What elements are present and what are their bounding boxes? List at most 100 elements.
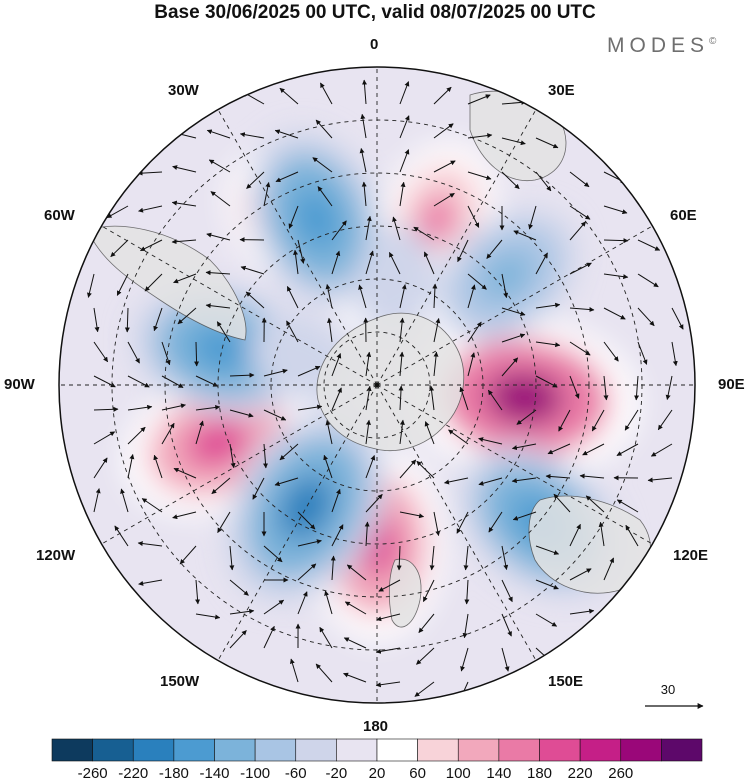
wind-vector	[172, 165, 197, 173]
wind-vector	[423, 251, 435, 275]
colorbar-tick-label: -180	[159, 765, 189, 782]
wind-vector	[545, 473, 571, 479]
wind-vector	[263, 181, 271, 207]
lon-label-30w: 30W	[168, 82, 199, 99]
wind-vector	[433, 192, 455, 207]
wind-vector	[114, 525, 129, 547]
wind-vector	[478, 437, 503, 445]
wind-vector	[240, 265, 265, 275]
wind-vector	[229, 545, 235, 571]
colorbar-tick-label: -60	[285, 765, 307, 782]
wind-vector	[144, 273, 163, 292]
wind-vector	[93, 341, 109, 363]
colorbar-tick-label: -220	[118, 765, 148, 782]
wind-vector	[569, 205, 591, 220]
wind-vector	[263, 409, 287, 421]
wind-vector	[312, 157, 333, 173]
wind-vector	[467, 352, 476, 377]
wind-vector	[625, 524, 639, 547]
wind-vector	[535, 579, 559, 590]
map-boundary	[58, 66, 696, 704]
wind-vector	[501, 357, 519, 377]
colorbar-swatch	[498, 738, 540, 762]
colorbar-swatch	[579, 738, 622, 762]
wind-vector	[93, 431, 116, 445]
wind-vector	[399, 317, 405, 343]
wind-vector	[319, 626, 333, 649]
wind-vector	[429, 545, 435, 571]
colorbar-swatch	[295, 738, 337, 762]
wind-vector	[433, 317, 441, 343]
wind-vector	[205, 303, 231, 309]
wind-vector	[208, 159, 231, 173]
colorbar-swatch	[620, 738, 662, 762]
wind-vector	[140, 239, 163, 252]
meridian-line	[376, 384, 653, 545]
wind-vector	[359, 147, 367, 173]
wind-vector	[591, 409, 605, 432]
wind-vector	[501, 647, 510, 672]
wind-vector	[343, 672, 367, 683]
wind-vector	[467, 171, 492, 181]
wind-vector	[279, 443, 299, 461]
colorbar-swatch	[51, 738, 93, 762]
wind-vector	[315, 119, 333, 139]
anomaly-core	[186, 419, 250, 467]
colorbar-swatch	[376, 738, 418, 762]
wind-vector	[569, 375, 580, 399]
wind-vector	[569, 262, 592, 275]
wind-vector	[120, 488, 129, 513]
wind-vector	[456, 511, 469, 534]
wind-vector	[360, 113, 367, 139]
wind-vector	[137, 170, 163, 176]
antarctica	[316, 312, 465, 451]
wind-vector	[444, 477, 469, 485]
colorbar-tick-label: 60	[409, 765, 426, 782]
wind-vector	[365, 419, 371, 445]
wind-vector	[330, 555, 336, 581]
colorbar-tick-label: -20	[326, 765, 348, 782]
wind-vector	[161, 341, 171, 366]
colorbar-swatch	[539, 738, 581, 762]
wind-vector	[365, 385, 372, 411]
wind-vector	[460, 647, 469, 672]
wind-vector	[127, 375, 150, 388]
map-title: Base 30/06/2025 00 UTC, valid 08/07/2025…	[154, 2, 596, 23]
colorbar-swatch	[214, 738, 256, 762]
wind-vector	[501, 273, 509, 299]
wind-vector	[478, 477, 503, 486]
lon-label-0: 0	[370, 36, 379, 53]
wind-vector	[433, 123, 454, 139]
wind-vector	[457, 239, 469, 263]
wind-vector	[569, 171, 590, 188]
wind-vector	[399, 284, 407, 309]
wind-vector	[467, 321, 482, 343]
wind-vector	[375, 647, 401, 654]
wind-vector	[399, 511, 425, 519]
wind-vector	[229, 372, 255, 378]
anomaly-core	[381, 262, 410, 300]
wind-vector	[463, 545, 469, 571]
wind-vector	[195, 579, 201, 605]
wind-vector	[365, 455, 376, 479]
colorbar-swatch	[457, 738, 500, 762]
wind-vector	[399, 181, 406, 207]
logo-text: MODES	[607, 34, 710, 57]
wind-vector	[467, 205, 480, 228]
wind-vector	[106, 205, 129, 219]
wind-vector	[501, 137, 526, 146]
pole-marker	[374, 382, 380, 388]
wind-vector	[569, 307, 595, 313]
wind-vector	[263, 599, 285, 615]
colorbar-swatch	[336, 738, 378, 762]
wind-vector	[263, 443, 269, 469]
wind-vector	[558, 409, 571, 432]
wind-vector	[195, 404, 221, 411]
wind-vector	[297, 563, 317, 581]
colorbar-tick-label: 100	[446, 765, 471, 782]
wind-vector	[433, 86, 452, 105]
wind-vector	[569, 608, 595, 615]
wind-vector	[535, 137, 559, 149]
wind-vector	[501, 613, 512, 637]
wind-vector	[315, 663, 333, 683]
